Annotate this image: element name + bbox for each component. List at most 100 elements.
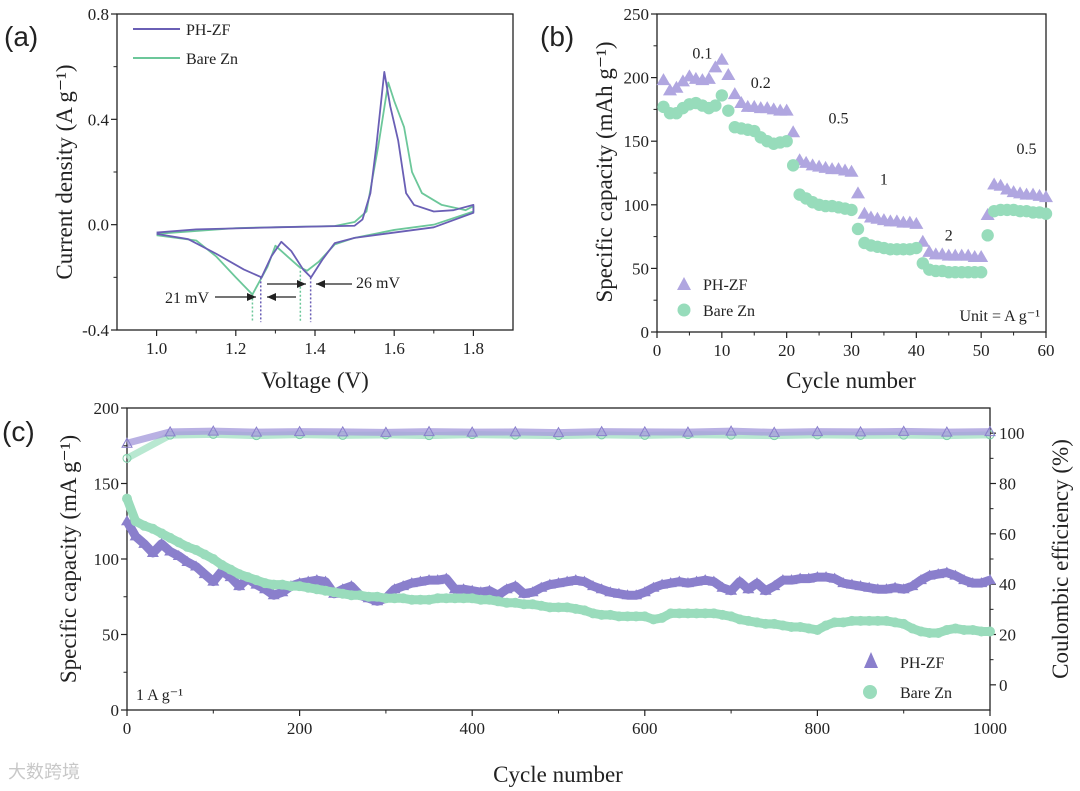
- c-legend-triangle-icon: [864, 652, 878, 668]
- c-capacity-point-bare: [648, 614, 659, 625]
- c-capacity-point-phzf: [448, 583, 461, 594]
- c-capacity-point-phzf: [526, 586, 539, 597]
- b-ytick-label: 250: [624, 5, 650, 24]
- a-plot-frame: [116, 13, 514, 331]
- c-capacity-point-bare: [950, 623, 961, 634]
- b-point-bare: [715, 89, 729, 102]
- c-capacity-point-bare: [363, 591, 374, 602]
- c-capacity-point-phzf: [949, 569, 962, 580]
- c-capacity-point-phzf: [638, 586, 651, 597]
- c-capacity-point-phzf: [750, 577, 763, 588]
- c-capacity-point-phzf: [914, 574, 927, 585]
- c-ce-point-phzf: [164, 425, 176, 437]
- c-capacity-point-bare: [424, 594, 435, 605]
- c-capacity-point-phzf: [405, 577, 418, 588]
- c-ce-point-phzf: [336, 425, 349, 437]
- c-capacity-point-phzf: [388, 583, 401, 594]
- c-capacity-point-phzf: [794, 572, 807, 583]
- c-capacity-point-bare: [985, 626, 995, 637]
- c-capacity-point-bare: [441, 593, 452, 604]
- c-capacity-point-bare: [294, 581, 305, 592]
- a-xtick-label: 1.2: [225, 339, 246, 358]
- c-capacity-point-phzf: [863, 581, 876, 592]
- c-capacity-point-phzf: [578, 575, 591, 586]
- c-capacity-point-bare: [924, 627, 935, 638]
- c-capacity-point-phzf: [932, 568, 945, 579]
- c-capacity-point-bare: [821, 620, 832, 631]
- c-capacity-point-bare: [622, 611, 633, 622]
- a-legend-phzf: PH-ZF: [186, 22, 231, 39]
- c-capacity-point-phzf: [621, 589, 634, 600]
- c-capacity-point-bare: [147, 523, 158, 534]
- b-rate-label: 0.1: [692, 46, 712, 63]
- c-capacity-point-phzf: [319, 575, 332, 586]
- c-capacity-point-bare: [355, 590, 366, 601]
- c-capacity-point-bare: [682, 608, 693, 619]
- b-point-phzf: [974, 249, 989, 262]
- b-point-phzf: [701, 71, 716, 84]
- c-capacity-band-bare: [122, 496, 990, 638]
- c-capacity-point-phzf: [190, 560, 203, 571]
- c-capacity-point-bare: [389, 593, 400, 604]
- b-unit-note: Unit = A g⁻¹: [960, 308, 1041, 325]
- b-ylabel: Specific capacity (mAh g⁻¹): [592, 41, 617, 302]
- a-xtick-label: 1.6: [384, 339, 405, 358]
- c-capacity-point-phzf: [474, 586, 487, 597]
- c-capacity-point-bare: [277, 579, 288, 590]
- c-capacity-point-bare: [674, 608, 685, 619]
- c-capacity-point-bare: [846, 615, 857, 626]
- c-capacity-point-bare: [907, 623, 918, 634]
- panel-label-b: (b): [540, 21, 574, 52]
- panel-label-c: (c): [2, 416, 35, 447]
- c-capacity-point-bare: [726, 611, 737, 622]
- c-xtick-label: 1000: [973, 719, 1007, 738]
- c-capacity-point-bare: [518, 599, 529, 610]
- b-xtick-label: 40: [908, 341, 925, 360]
- b-point-phzf: [721, 68, 736, 81]
- c-capacity-point-bare: [915, 626, 926, 637]
- c-capacity-point-bare: [657, 612, 668, 623]
- b-xtick-label: 30: [843, 341, 860, 360]
- a-xtick-label: 1.0: [146, 339, 167, 358]
- c-capacity-point-bare: [242, 572, 253, 583]
- c-ytick-label: 100: [94, 550, 120, 569]
- c-current-note: 1 A g⁻¹: [136, 687, 183, 704]
- c-capacity-point-phzf: [483, 584, 496, 595]
- c-capacity-point-bare: [458, 593, 469, 604]
- c-capacity-point-phzf: [509, 580, 522, 591]
- a-ytick-label: 0.0: [88, 216, 109, 235]
- c-capacity-point-bare: [588, 608, 599, 619]
- a-ytick-label: 0.8: [88, 5, 109, 24]
- c-legend-bare: Bare Zn: [900, 685, 952, 702]
- c-ytick-label: 50: [102, 626, 119, 645]
- b-xtick-label: 20: [778, 341, 795, 360]
- c-capacity-point-phzf: [940, 566, 953, 577]
- b-rate-label: 1: [880, 171, 888, 188]
- c-capacity-point-bare: [199, 549, 210, 560]
- c-capacity-point-phzf: [457, 583, 470, 594]
- c-capacity-point-phzf: [423, 574, 436, 585]
- c-ce-point-phzf: [984, 425, 996, 437]
- c-capacity-point-phzf: [172, 549, 185, 560]
- c-capacity-point-bare: [156, 528, 167, 539]
- c-capacity-point-phzf: [837, 577, 850, 588]
- c-capacity-point-phzf: [397, 580, 410, 591]
- c-capacity-point-bare: [562, 602, 573, 613]
- c-ce-point-phzf: [466, 426, 479, 437]
- c-capacity-point-bare: [475, 594, 486, 605]
- c-capacity-point-phzf: [923, 569, 936, 580]
- c-capacity-point-phzf: [854, 580, 867, 591]
- c-capacity-point-phzf: [733, 575, 746, 586]
- b-ytick-label: 0: [641, 323, 650, 342]
- c-capacity-point-phzf: [345, 580, 358, 591]
- c-capacity-point-bare: [467, 593, 478, 604]
- c-capacity-point-bare: [838, 617, 849, 628]
- c-capacity-point-bare: [544, 602, 555, 613]
- c-capacity-point-phzf: [155, 537, 168, 548]
- c-capacity-point-phzf: [466, 584, 479, 595]
- c-y2tick-label: 40: [999, 575, 1016, 594]
- c-capacity-point-bare: [890, 617, 901, 628]
- c-capacity-point-phzf: [845, 578, 858, 589]
- b-point-bare: [845, 203, 858, 217]
- c-capacity-point-bare: [337, 588, 348, 599]
